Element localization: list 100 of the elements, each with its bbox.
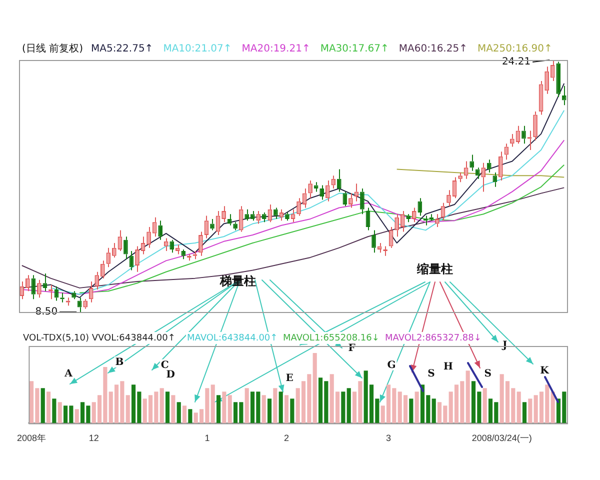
candlestick (175, 244, 180, 255)
candlestick (308, 180, 312, 199)
annotation: E (286, 373, 294, 384)
candlestick (492, 172, 498, 188)
annotation: D (166, 370, 176, 381)
annotation: A (64, 368, 73, 380)
candlestick (435, 214, 440, 228)
bar (414, 392, 419, 424)
bar (550, 392, 555, 424)
candlestick (296, 198, 301, 216)
text: MA20:19.21↑ (242, 44, 310, 55)
candlestick (262, 212, 266, 223)
candlestick (42, 273, 48, 292)
bar (409, 398, 414, 424)
annotation: S (428, 368, 435, 380)
candlestick (406, 214, 411, 223)
text: VOL-TDX(5,10) VVOL:643844.00↑ (23, 333, 176, 344)
bar (290, 398, 294, 424)
annotation: G (387, 360, 396, 371)
candlestick (285, 212, 290, 222)
candlestick (124, 236, 128, 260)
candlestick (377, 242, 382, 254)
candlestick (562, 85, 566, 106)
candlestick (181, 248, 186, 260)
candlestick (556, 61, 561, 98)
x-tick-label: 12 (88, 433, 99, 444)
bar (58, 402, 62, 424)
candlestick (418, 198, 422, 216)
candlestick (135, 246, 140, 272)
bar (210, 384, 215, 424)
candlestick (498, 151, 503, 181)
x-tick-label: 3 (386, 433, 392, 444)
candlestick (331, 175, 336, 189)
candlestick (481, 162, 486, 192)
candlestick (325, 180, 330, 202)
bar (432, 398, 436, 424)
candlestick (233, 222, 238, 231)
candlestick (72, 290, 76, 300)
candlestick (112, 242, 116, 258)
x-tick-label: 2 (284, 433, 290, 444)
candlestick (510, 133, 514, 148)
bar (46, 392, 51, 424)
bar (222, 392, 226, 424)
bar (40, 388, 45, 424)
bar (228, 395, 232, 424)
bar (182, 406, 187, 424)
bar (52, 398, 56, 424)
candlestick (446, 190, 451, 207)
bar (312, 353, 317, 424)
text: MA60:16.25↑ (398, 44, 468, 55)
bar (341, 392, 346, 424)
bar (176, 402, 181, 424)
candlestick (88, 281, 94, 303)
candlestick (400, 210, 405, 232)
candlestick (544, 66, 549, 94)
candlestick (146, 226, 151, 248)
candlestick (256, 210, 261, 224)
annotation: S (484, 368, 492, 380)
candlestick (106, 247, 111, 268)
candlestick (486, 159, 492, 173)
candlestick (348, 192, 353, 208)
candlestick (279, 208, 284, 222)
bar (165, 392, 170, 424)
x-tick-label: 2008/03/24(一) (472, 433, 532, 444)
candlestick (336, 168, 342, 192)
bar (346, 388, 351, 424)
annotation: H (443, 361, 453, 372)
candlestick (320, 184, 324, 200)
candlestick (274, 207, 278, 220)
text: MA10:21.07↑ (163, 44, 232, 55)
bar (244, 388, 249, 424)
candlestick (372, 230, 376, 254)
bar (171, 395, 176, 424)
annotation: C (160, 360, 169, 371)
candlestick (394, 214, 399, 238)
bar (267, 398, 272, 424)
bar (466, 370, 470, 424)
candlestick (522, 125, 526, 144)
text: MA30:17.67↑ (320, 44, 389, 55)
bar (522, 402, 527, 424)
annotation: B (115, 357, 124, 368)
candlestick (210, 218, 214, 231)
candlestick (158, 220, 162, 240)
bar (216, 395, 221, 424)
chart-title: (日线 前复权) (22, 42, 84, 55)
bar (188, 409, 192, 424)
bar (516, 392, 521, 424)
text: MA250:16.90↑ (477, 44, 552, 55)
candlestick (164, 238, 168, 252)
candlestick (412, 207, 416, 223)
candlestick (470, 154, 474, 172)
candlestick (170, 239, 174, 254)
text: MAVOL2:865327.88↓ (385, 333, 482, 344)
text: MAVOL:643844.00↑ (187, 333, 278, 344)
candlestick (83, 298, 88, 310)
candlestick (198, 231, 203, 256)
bar (284, 395, 289, 424)
candlestick (227, 214, 232, 226)
candlestick (290, 208, 296, 223)
bar (528, 398, 532, 424)
